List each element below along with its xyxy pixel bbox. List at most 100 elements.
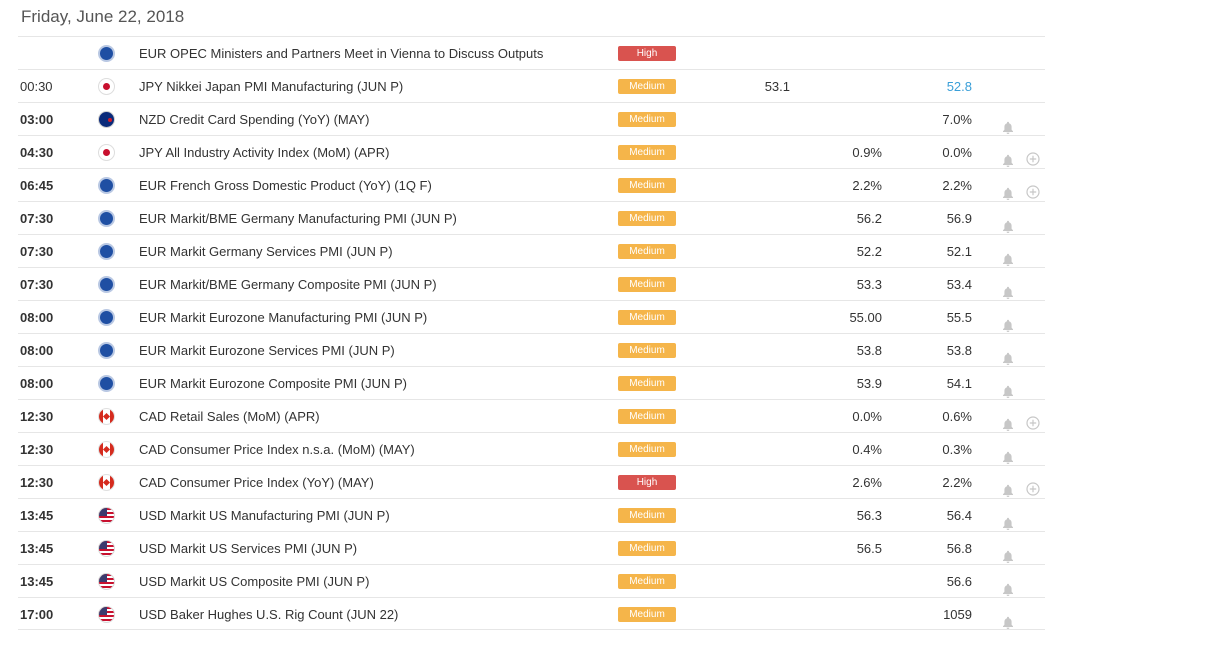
- jpy-flag-icon: [98, 144, 115, 161]
- bell-icon[interactable]: [1002, 278, 1014, 299]
- event-row[interactable]: 13:45 USD Markit US Services PMI (JUN P) M…: [18, 531, 1045, 564]
- previous-value: 53.8: [946, 343, 972, 358]
- bell-icon[interactable]: [1002, 443, 1014, 464]
- plus-circle-icon[interactable]: [1026, 475, 1040, 496]
- importance-badge: High: [618, 46, 676, 61]
- eur-flag-icon: [98, 210, 115, 227]
- event-row[interactable]: 03:00 NZD Credit Card Spending (YoY) (MAY…: [18, 102, 1045, 135]
- event-row[interactable]: 08:00 EUR Markit Eurozone Services PMI (J…: [18, 333, 1045, 366]
- bell-icon[interactable]: [1002, 212, 1014, 233]
- previous-value: 0.3%: [942, 442, 972, 457]
- forecast-value: 56.2: [856, 211, 882, 226]
- event-title[interactable]: CAD Consumer Price Index (YoY) (MAY): [139, 475, 374, 490]
- forecast-value: 55.00: [849, 310, 882, 325]
- actual-value: [738, 334, 790, 367]
- importance-badge: Medium: [618, 178, 676, 193]
- bell-icon[interactable]: [1002, 542, 1014, 563]
- bell-icon[interactable]: [1002, 146, 1014, 167]
- day-header: Friday, June 22, 2018: [21, 7, 185, 26]
- eur-flag-icon: [98, 45, 115, 62]
- bell-icon[interactable]: [1002, 509, 1014, 530]
- event-row[interactable]: 12:30 CAD Consumer Price Index (YoY) (MAY…: [18, 465, 1045, 498]
- event-title[interactable]: USD Markit US Composite PMI (JUN P): [139, 574, 370, 589]
- event-title[interactable]: EUR Markit Eurozone Composite PMI (JUN P…: [139, 376, 408, 391]
- actual-value: [738, 565, 790, 598]
- importance-badge: Medium: [618, 409, 676, 424]
- previous-value: 0.6%: [942, 409, 972, 424]
- forecast-value: 2.2%: [852, 178, 882, 193]
- event-title[interactable]: JPY Nikkei Japan PMI Manufacturing (JUN …: [139, 79, 404, 94]
- event-title[interactable]: EUR OPEC Ministers and Partners Meet in …: [139, 46, 544, 61]
- event-time: 08:00: [20, 310, 54, 325]
- plus-circle-icon[interactable]: [1026, 145, 1040, 166]
- event-time: 08:00: [20, 376, 54, 391]
- bell-icon[interactable]: [1002, 410, 1014, 431]
- event-time: 00:30: [20, 79, 53, 94]
- event-title[interactable]: EUR Markit Eurozone Services PMI (JUN P): [139, 343, 395, 358]
- event-title[interactable]: NZD Credit Card Spending (YoY) (MAY): [139, 112, 370, 127]
- event-time: [20, 37, 80, 70]
- event-time: 12:30: [20, 475, 54, 490]
- bell-icon[interactable]: [1002, 245, 1014, 266]
- event-time: 07:30: [20, 277, 54, 292]
- event-title[interactable]: USD Markit US Manufacturing PMI (JUN P): [139, 508, 390, 523]
- event-title[interactable]: EUR Markit Germany Services PMI (JUN P): [139, 244, 393, 259]
- event-row[interactable]: 12:30 CAD Retail Sales (MoM) (APR) Medium 0…: [18, 399, 1045, 432]
- bell-icon[interactable]: [1002, 344, 1014, 365]
- bell-icon[interactable]: [1002, 575, 1014, 596]
- event-title[interactable]: CAD Retail Sales (MoM) (APR): [139, 409, 320, 424]
- forecast-value: 0.0%: [852, 409, 882, 424]
- event-row[interactable]: 08:00 EUR Markit Eurozone Manufacturing P…: [18, 300, 1045, 333]
- event-title[interactable]: USD Markit US Services PMI (JUN P): [139, 541, 358, 556]
- actual-value: [738, 202, 790, 235]
- actual-value: [738, 103, 790, 136]
- event-title[interactable]: EUR Markit Eurozone Manufacturing PMI (J…: [139, 310, 428, 325]
- importance-badge: Medium: [618, 508, 676, 523]
- bell-icon[interactable]: [1002, 311, 1014, 332]
- cad-flag-icon: [98, 441, 115, 458]
- event-row[interactable]: EUR OPEC Ministers and Partners Meet in …: [18, 36, 1045, 69]
- event-time: 08:00: [20, 343, 54, 358]
- jpy-flag-icon: [98, 78, 115, 95]
- forecast-value: [828, 37, 882, 70]
- event-title[interactable]: JPY All Industry Activity Index (MoM) (A…: [139, 145, 390, 160]
- event-title[interactable]: EUR Markit/BME Germany Manufacturing PMI…: [139, 211, 457, 226]
- event-row[interactable]: 07:30 EUR Markit Germany Services PMI (JU…: [18, 234, 1045, 267]
- event-title[interactable]: USD Baker Hughes U.S. Rig Count (JUN 22): [139, 607, 399, 622]
- event-row[interactable]: 08:00 EUR Markit Eurozone Composite PMI (…: [18, 366, 1045, 399]
- bell-icon[interactable]: [1002, 377, 1014, 398]
- event-row[interactable]: 12:30 CAD Consumer Price Index n.s.a. (Mo…: [18, 432, 1045, 465]
- bell-icon[interactable]: [1002, 179, 1014, 200]
- actual-value: [738, 532, 790, 565]
- forecast-value: [828, 565, 882, 598]
- forecast-value: 0.4%: [852, 442, 882, 457]
- event-row[interactable]: 06:45 EUR French Gross Domestic Product (…: [18, 168, 1045, 201]
- bell-icon[interactable]: [1002, 608, 1014, 629]
- event-title[interactable]: EUR French Gross Domestic Product (YoY) …: [139, 178, 432, 193]
- event-title[interactable]: CAD Consumer Price Index n.s.a. (MoM) (M…: [139, 442, 415, 457]
- event-row[interactable]: 04:30 JPY All Industry Activity Index (Mo…: [18, 135, 1045, 168]
- importance-badge: Medium: [618, 211, 676, 226]
- forecast-value: 53.8: [856, 343, 882, 358]
- actual-value: [738, 37, 790, 70]
- event-time: 17:00: [20, 607, 54, 622]
- importance-badge: Medium: [618, 574, 676, 589]
- plus-circle-icon[interactable]: [1026, 178, 1040, 199]
- event-row[interactable]: 07:30 EUR Markit/BME Germany Composite PM…: [18, 267, 1045, 300]
- actual-value: [738, 136, 790, 169]
- event-row[interactable]: 00:30 JPY Nikkei Japan PMI Manufacturing …: [18, 69, 1045, 102]
- event-row[interactable]: 17:00 USD Baker Hughes U.S. Rig Count (JU…: [18, 597, 1045, 630]
- bell-icon[interactable]: [1002, 476, 1014, 497]
- event-title[interactable]: EUR Markit/BME Germany Composite PMI (JU…: [139, 277, 437, 292]
- event-row[interactable]: 13:45 USD Markit US Manufacturing PMI (JU…: [18, 498, 1045, 531]
- event-time: 13:45: [20, 541, 54, 556]
- importance-badge: Medium: [618, 310, 676, 325]
- event-row[interactable]: 07:30 EUR Markit/BME Germany Manufacturin…: [18, 201, 1045, 234]
- plus-circle-icon[interactable]: [1026, 409, 1040, 430]
- forecast-value: 53.9: [856, 376, 882, 391]
- usd-flag-icon: [98, 606, 115, 623]
- event-row[interactable]: 13:45 USD Markit US Composite PMI (JUN P)…: [18, 564, 1045, 597]
- bell-icon[interactable]: [1002, 113, 1014, 134]
- importance-badge: High: [618, 475, 676, 490]
